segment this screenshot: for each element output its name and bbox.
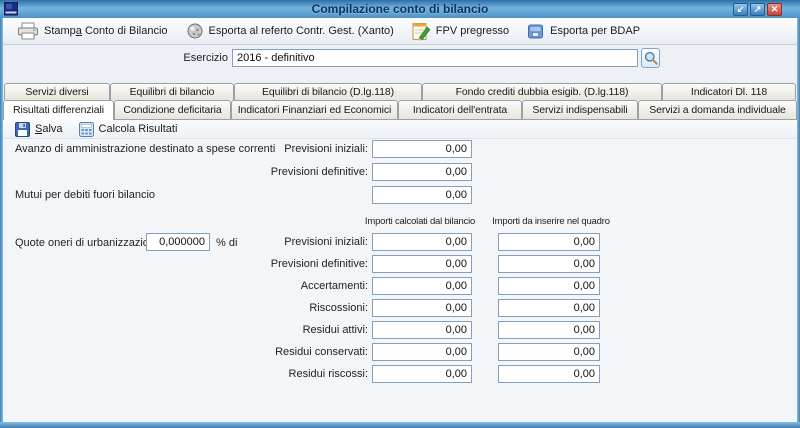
minimize-icon: ↙ (736, 4, 745, 14)
esporta-bdap-label: Esporta per BDAP (550, 25, 641, 37)
fpv-pregresso-button[interactable]: FPV pregresso (408, 20, 513, 43)
avanzo-previsioni-iniziali-input[interactable] (372, 140, 472, 158)
quadro-input[interactable] (498, 255, 600, 273)
col-header-calcolato: Importi calcolati dal bilancio (364, 216, 476, 227)
close-button[interactable]: ✕ (767, 3, 782, 16)
stampa-conto-button[interactable]: Stampa Conto di Bilancio (13, 20, 172, 42)
fpv-pregresso-label: FPV pregresso (435, 25, 510, 37)
tab-risultati-differenziali[interactable]: Risultati differenziali (3, 100, 114, 120)
row-label: Residui conservati: (275, 346, 368, 358)
mutui-input[interactable] (372, 186, 472, 204)
quadro-input[interactable] (498, 233, 600, 251)
quadro-input[interactable] (498, 321, 600, 339)
esporta-xanto-button[interactable]: Esporta al referto Contr. Gest. (Xanto) (182, 20, 398, 42)
calcola-risultati-button[interactable]: Calcola Risultati (78, 121, 178, 137)
quote-oneri-input[interactable] (146, 233, 210, 251)
calculator-icon (78, 121, 94, 137)
quadro-input[interactable] (498, 277, 600, 295)
maximize-button[interactable]: ↗ (750, 3, 765, 16)
calcolato-input[interactable] (372, 233, 472, 251)
esporta-bdap-button[interactable]: Esporta per BDAP (523, 20, 644, 42)
tab-indicatori-dl-118[interactable]: Indicatori Dl. 118 (662, 83, 796, 100)
quadro-input[interactable] (498, 343, 600, 361)
maximize-icon: ↗ (753, 4, 762, 14)
quote-oneri-label: Quote oneri di urbanizzazione (15, 237, 162, 249)
calcolato-input[interactable] (372, 321, 472, 339)
minimize-button[interactable]: ↙ (733, 3, 748, 16)
window-border-right (797, 18, 800, 428)
floppy-disk-icon (15, 121, 30, 137)
salva-label: Salva (35, 123, 63, 135)
row-label: Previsioni definitive: (270, 258, 368, 270)
mutui-label: Mutui per debiti fuori bilancio (15, 189, 156, 201)
esercizio-label: Esercizio (183, 52, 228, 64)
calcolato-input[interactable] (372, 343, 472, 361)
export-xanto-icon (187, 23, 203, 39)
avanzo-previsioni-definitive-label: Previsioni definitive: (270, 166, 368, 178)
window-title: Compilazione conto di bilancio (311, 2, 489, 16)
avanzo-label: Avanzo di amministrazione destinato a sp… (15, 143, 276, 155)
avanzo-previsioni-iniziali-label: Previsioni iniziali: (284, 143, 368, 155)
tab-servizi-indispensabili[interactable]: Servizi indispensabili (522, 100, 638, 119)
tab-equilibri-di-bilancio[interactable]: Equilibri di bilancio (110, 83, 234, 100)
app-icon (4, 2, 18, 16)
window-border-bottom (0, 422, 800, 428)
esercizio-lookup-button[interactable] (641, 48, 660, 68)
esporta-xanto-label: Esporta al referto Contr. Gest. (Xanto) (208, 25, 394, 37)
quadro-input[interactable] (498, 365, 600, 383)
tab-servizi-a-domanda-individuale[interactable]: Servizi a domanda individuale (638, 100, 797, 119)
tab-condizione-deficitaria[interactable]: Condizione deficitaria (114, 100, 231, 119)
calcola-risultati-label: Calcola Risultati (98, 123, 178, 135)
calcolato-input[interactable] (372, 365, 472, 383)
main-toolbar: Stampa Conto di Bilancio Esporta al refe… (3, 18, 797, 45)
col-header-quadro: Importi da inserire nel quadro (492, 216, 610, 227)
row-label: Residui riscossi: (288, 368, 368, 380)
esercizio-input[interactable] (232, 49, 638, 67)
calcolato-input[interactable] (372, 255, 472, 273)
stampa-conto-label: Stampa Conto di Bilancio (44, 25, 168, 37)
magnifier-icon (644, 51, 658, 65)
tab-indicatori-finanziari-ed-economici[interactable]: Indicatori Finanziari ed Economici (231, 100, 398, 119)
risultati-differenziali-panel: Salva Calcola Risultati Avanzo di ammini… (3, 119, 797, 422)
calcolato-input[interactable] (372, 277, 472, 295)
window-border-left (0, 18, 3, 428)
row-label: Residui attivi: (302, 324, 368, 336)
row-label: Riscossioni: (309, 302, 368, 314)
quadro-input[interactable] (498, 299, 600, 317)
calcolato-input[interactable] (372, 299, 472, 317)
tab-equilibri-di-bilancio-dlg118[interactable]: Equilibri di bilancio (D.lg.118) (234, 83, 422, 100)
tab-indicatori-dellentrata[interactable]: Indicatori dell'entrata (398, 100, 522, 119)
panel-toolbar: Salva Calcola Risultati (3, 120, 797, 139)
avanzo-previsioni-definitive-input[interactable] (372, 163, 472, 181)
quote-oneri-suffix: % di (216, 237, 238, 249)
tab-fondo-crediti-dubbia-esigib[interactable]: Fondo crediti dubbia esigib. (D.lg.118) (422, 83, 662, 100)
titlebar: Compilazione conto di bilancio ↙ ↗ ✕ (0, 0, 800, 18)
printer-icon (18, 22, 38, 40)
row-label: Previsioni iniziali: (284, 236, 368, 248)
salva-button[interactable]: Salva (15, 121, 63, 137)
fpv-notepad-icon (412, 22, 431, 41)
row-label: Accertamenti: (300, 280, 368, 292)
tab-servizi-diversi[interactable]: Servizi diversi (4, 83, 110, 100)
export-bdap-icon (528, 24, 544, 39)
close-icon: ✕ (770, 4, 779, 14)
